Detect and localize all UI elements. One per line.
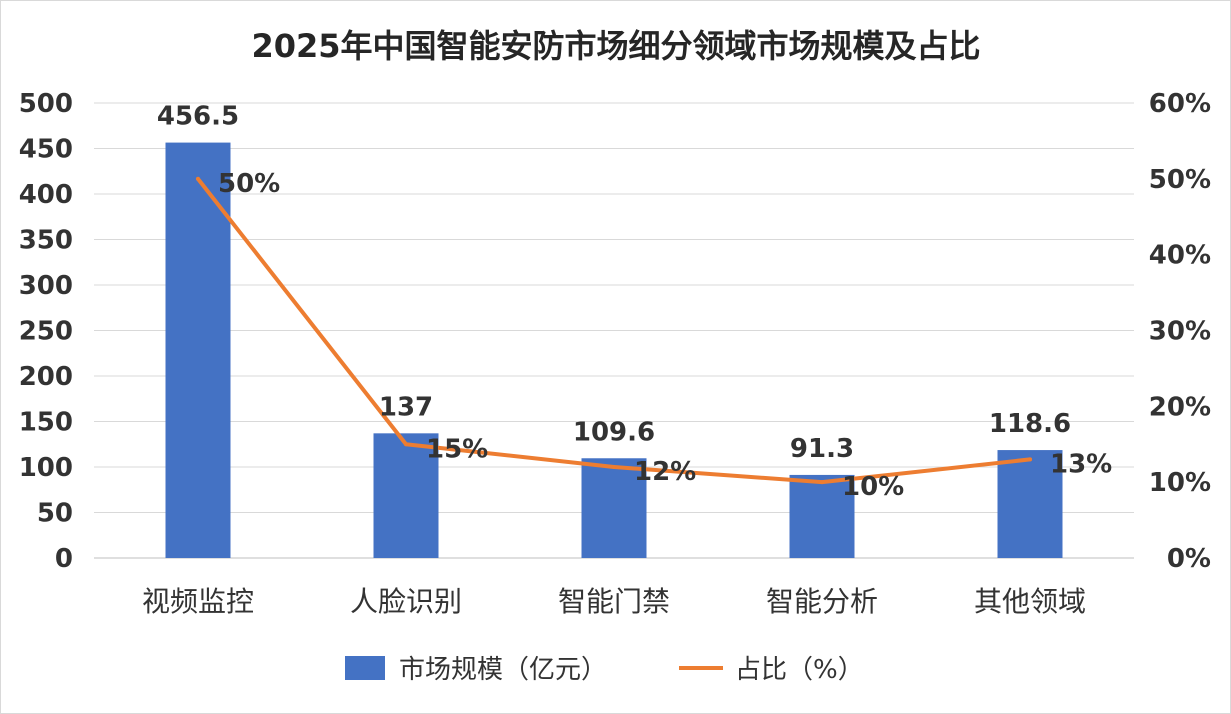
line-point [404,442,408,447]
y-right-tick-label: 50% [1149,165,1211,195]
y-left-tick-label: 100 [19,453,73,483]
line-point [1028,457,1032,462]
bar-data-label: 91.3 [790,434,854,464]
y-left-tick-label: 400 [19,180,73,210]
line-data-label: 50% [218,169,280,199]
y-right-tick-label: 0% [1167,544,1211,574]
category-label: 视频监控 [142,585,254,618]
bar-data-label: 137 [379,392,433,422]
line-point [612,465,616,469]
bar [165,142,231,558]
y-right-tick-label: 20% [1149,392,1211,422]
y-left-tick-label: 350 [19,226,73,256]
y-left-tick-label: 500 [19,89,73,119]
line-series [196,176,1032,485]
category-label: 其他领域 [974,585,1086,618]
chart-title: 2025年中国智能安防市场细分领域市场规模及占比 [251,27,980,65]
legend-bar-swatch [345,656,385,680]
bar [581,458,647,558]
line-data-label: 12% [634,457,696,487]
legend: 市场规模（亿元） 占比（%） [345,655,864,685]
line-point [196,176,200,181]
bar-data-label: 109.6 [573,417,655,447]
legend-line-label: 占比（%） [735,655,864,685]
legend-bar-label: 市场规模（亿元） [399,655,607,685]
category-label: 智能门禁 [558,585,670,618]
left-axis-ticks: 0 50 100 150 200 250 300 350 400 450 500 [19,89,73,574]
category-axis-labels: 视频监控 人脸识别 智能门禁 智能分析 其他领域 [142,585,1086,618]
y-left-tick-label: 150 [19,408,73,438]
y-right-tick-label: 30% [1149,317,1211,347]
y-right-tick-label: 10% [1149,468,1211,498]
bar [997,450,1063,558]
y-right-tick-label: 60% [1149,89,1211,119]
y-left-tick-label: 450 [19,135,73,165]
bar-data-label: 118.6 [989,409,1071,439]
gridlines [94,102,1134,559]
bar [789,474,855,558]
y-left-tick-label: 300 [19,271,73,301]
y-left-tick-label: 250 [19,317,73,347]
line-data-label: 13% [1050,449,1112,479]
line-data-label: 15% [426,434,488,464]
y-right-tick-label: 40% [1149,241,1211,271]
y-left-tick-label: 0 [55,544,73,574]
y-left-tick-label: 50 [37,499,73,529]
category-label: 智能分析 [766,585,878,618]
line-data-label: 10% [842,472,904,502]
bar-data-label: 456.5 [157,102,239,132]
line-point [820,480,824,485]
category-label: 人脸识别 [350,585,462,618]
bar [373,433,439,558]
data-labels: 456.5 137 109.6 91.3 118.6 50% 15% 12% 10% 13% [157,102,1112,503]
bar-series [165,142,1063,558]
y-left-tick-label: 200 [19,362,73,392]
right-axis-ticks: 0% 10% 20% 30% 40% 50% 60% [1149,89,1211,574]
